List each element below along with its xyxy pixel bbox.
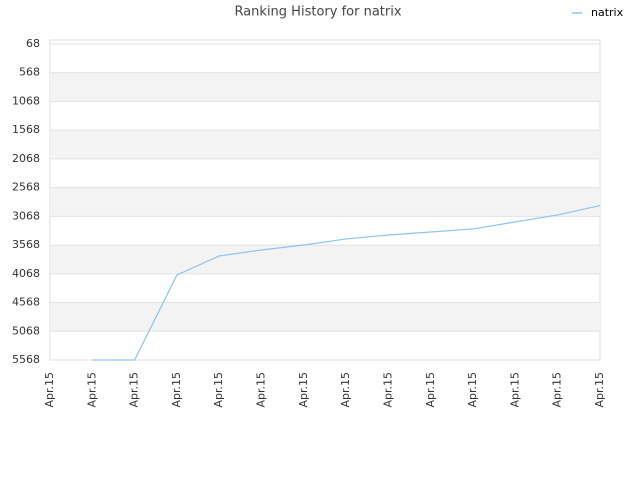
x-tick-label: Apr.15 xyxy=(297,372,310,408)
x-tick-label: Apr.15 xyxy=(128,372,141,408)
x-tick-label: Apr.15 xyxy=(424,372,437,408)
y-tick-label: 5568 xyxy=(12,353,40,366)
y-tick-label: 2568 xyxy=(12,181,40,194)
grid-band xyxy=(50,187,600,217)
series-line xyxy=(92,204,601,361)
y-tick-label: 4068 xyxy=(12,267,40,280)
grid-band xyxy=(50,130,600,159)
grid-band xyxy=(50,72,600,102)
x-tick-label: Apr.15 xyxy=(381,372,394,408)
y-tick-label: 1068 xyxy=(12,94,40,107)
y-tick-label: 568 xyxy=(19,66,40,79)
x-tick-label: Apr.15 xyxy=(212,372,225,408)
grid-band xyxy=(50,302,600,332)
x-tick-label: Apr.15 xyxy=(508,372,521,408)
x-tick-label: Apr.15 xyxy=(551,372,564,408)
y-tick-label: 3068 xyxy=(12,209,40,222)
chart-title: Ranking History for natrix xyxy=(234,5,401,20)
grid-band xyxy=(50,245,600,274)
x-tick-label: Apr.15 xyxy=(170,372,183,408)
x-tick-label: Apr.15 xyxy=(593,372,606,408)
x-tick-label: Apr.15 xyxy=(339,372,352,408)
y-tick-label: 5068 xyxy=(12,324,40,337)
x-tick-label: Apr.15 xyxy=(466,372,479,408)
y-tick-label: 4568 xyxy=(12,296,40,309)
x-tick-label: Apr.15 xyxy=(43,372,56,408)
x-tick-label: Apr.15 xyxy=(255,372,268,408)
legend-label: natrix xyxy=(591,6,624,19)
y-tick-label: 1568 xyxy=(12,123,40,136)
y-tick-label: 2068 xyxy=(12,152,40,165)
y-tick-label: 68 xyxy=(26,37,40,50)
x-tick-label: Apr.15 xyxy=(85,372,98,408)
y-tick-label: 3568 xyxy=(12,238,40,251)
